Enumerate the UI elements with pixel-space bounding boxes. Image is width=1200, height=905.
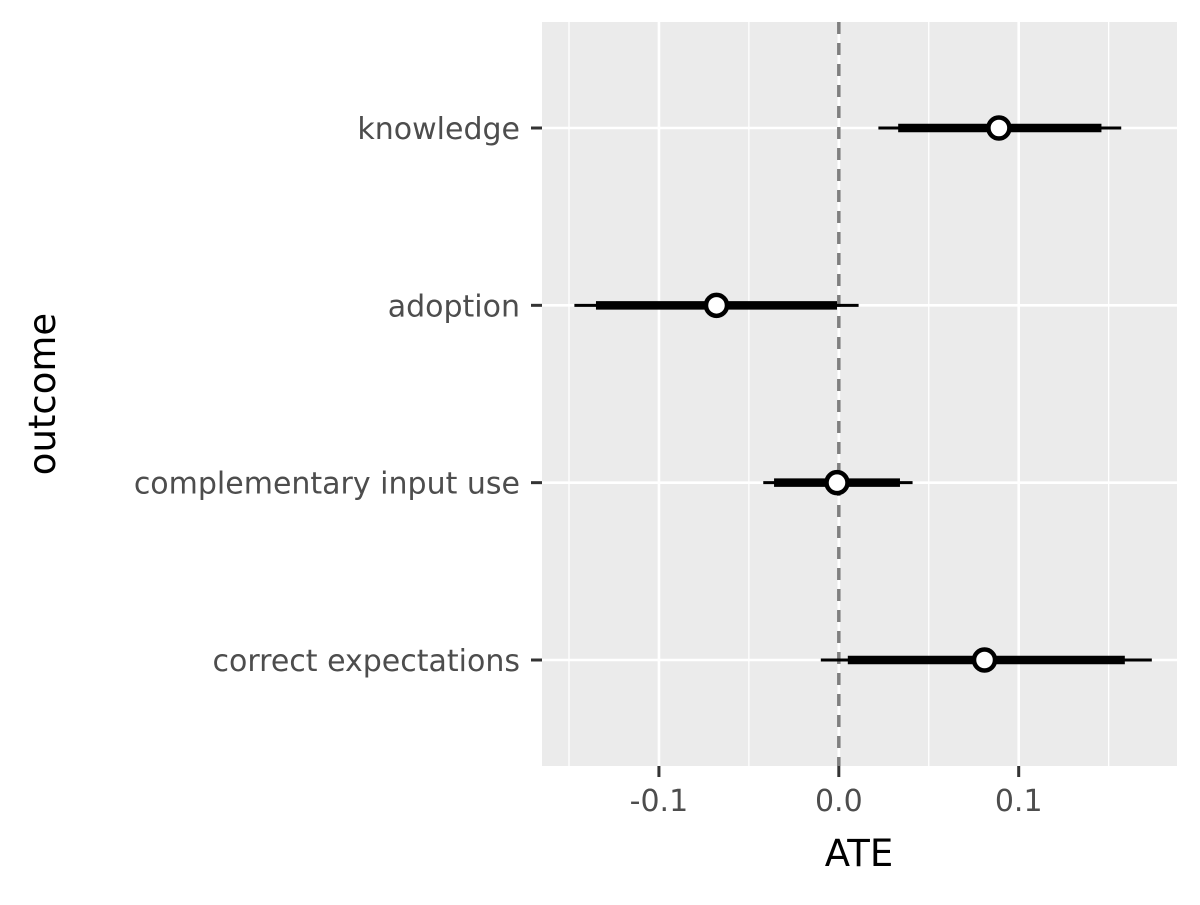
major-grid bbox=[542, 22, 1177, 766]
y-tick-label: adoption bbox=[388, 289, 520, 324]
y-tick-label: knowledge bbox=[357, 112, 520, 147]
plot-panel bbox=[542, 22, 1177, 766]
point-estimate bbox=[824, 469, 850, 496]
x-tick-label: -0.1 bbox=[630, 784, 689, 819]
point-estimate bbox=[971, 647, 998, 673]
point-estimate bbox=[986, 115, 1012, 141]
point-estimate bbox=[703, 292, 730, 319]
y-axis-title: outcome bbox=[21, 313, 64, 475]
y-tick-label: correct expectations bbox=[213, 644, 521, 679]
x-axis-title: ATE bbox=[825, 832, 893, 875]
x-axis: -0.1 0.0 0.1 bbox=[630, 766, 1043, 819]
y-tick-label: complementary input use bbox=[134, 467, 520, 502]
x-tick-label: 0.1 bbox=[995, 784, 1043, 819]
minor-grid bbox=[568, 22, 1110, 766]
y-axis: knowledge adoption complementary input use… bbox=[134, 112, 542, 679]
x-tick-label: 0.0 bbox=[815, 784, 863, 819]
estimate-marks bbox=[574, 115, 1152, 673]
